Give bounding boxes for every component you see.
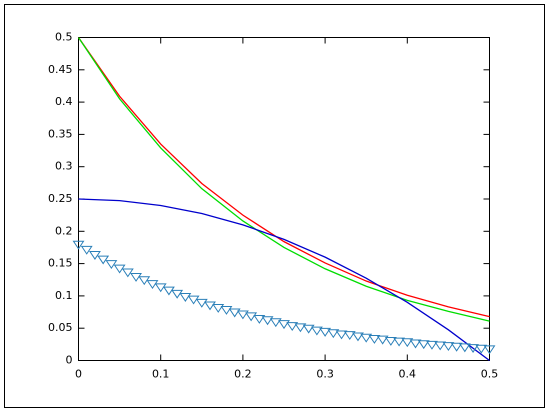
x-tick-label: 0.2	[234, 368, 252, 381]
marker	[72, 240, 85, 250]
marker	[269, 318, 282, 328]
x-tick-label: 0.1	[152, 368, 170, 381]
frame	[4, 4, 545, 408]
marker	[368, 335, 381, 344]
marker	[319, 327, 332, 337]
marker	[434, 341, 447, 351]
marker	[401, 338, 414, 348]
y-tick-label: 0.2	[55, 224, 73, 237]
y-tick-label: 0.1	[55, 289, 73, 302]
marker	[236, 310, 249, 320]
marker	[327, 329, 340, 339]
marker	[212, 304, 225, 313]
marker	[475, 344, 488, 354]
y-tick-label: 0.45	[48, 63, 73, 76]
plot-border	[78, 37, 490, 361]
marker	[417, 340, 430, 350]
marker	[360, 333, 373, 343]
x-tick-label: 0.5	[481, 368, 499, 381]
line	[77, 37, 490, 318]
marker	[261, 316, 274, 326]
marker	[450, 342, 463, 352]
y-tick-label: 0	[66, 354, 73, 367]
marker	[335, 330, 348, 340]
y-tick-label: 0.35	[48, 127, 73, 140]
marker	[228, 308, 241, 318]
marker	[310, 326, 323, 336]
marker	[393, 337, 406, 347]
marker	[286, 322, 299, 332]
marker	[467, 344, 479, 353]
y-tick-label: 0.25	[48, 192, 73, 205]
marker	[204, 301, 216, 311]
marker	[97, 255, 110, 265]
marker	[179, 293, 192, 302]
marker	[458, 343, 471, 353]
marker	[253, 315, 266, 324]
marker	[146, 280, 159, 290]
marker	[121, 268, 134, 278]
marker	[442, 342, 455, 352]
line	[77, 37, 490, 322]
line	[78, 198, 490, 362]
marker	[384, 336, 397, 346]
marker	[220, 305, 233, 315]
marker	[187, 295, 200, 305]
y-tick-label: 0.05	[48, 321, 73, 334]
marker	[130, 273, 142, 282]
marker	[426, 340, 438, 350]
marker	[376, 335, 389, 345]
marker	[80, 245, 93, 255]
marker	[105, 260, 118, 270]
y-tick-label: 0.15	[48, 257, 73, 270]
marker	[89, 251, 101, 260]
marker	[195, 298, 208, 308]
marker	[113, 264, 126, 274]
marker	[409, 339, 422, 349]
marker	[352, 332, 364, 342]
x-tick-label: 0.4	[399, 368, 417, 381]
y-tick-label: 0.5	[55, 31, 73, 44]
x-tick-label: 0.3	[316, 368, 334, 381]
x-tick-label: 0	[75, 368, 82, 381]
marker	[162, 286, 175, 296]
marker	[138, 276, 151, 286]
marker	[278, 320, 290, 330]
y-tick-label: 0.3	[55, 160, 73, 173]
marker	[302, 324, 315, 334]
marker	[483, 345, 496, 355]
marker	[245, 312, 258, 322]
marker	[171, 289, 184, 299]
marker	[154, 283, 167, 293]
y-tick-label: 0.4	[55, 95, 73, 108]
marker	[343, 331, 356, 341]
marker	[294, 323, 307, 333]
